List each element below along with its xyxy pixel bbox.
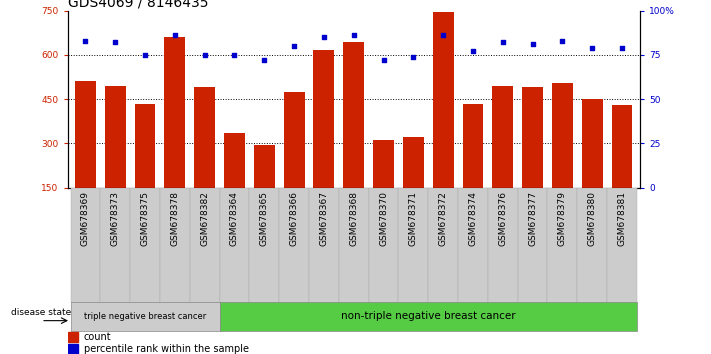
Text: GSM678380: GSM678380 <box>588 191 597 246</box>
Bar <box>220 302 637 331</box>
Bar <box>70 302 220 331</box>
Bar <box>368 188 398 303</box>
Bar <box>582 99 603 232</box>
Bar <box>403 137 424 232</box>
Text: GSM678374: GSM678374 <box>469 191 478 246</box>
Text: count: count <box>84 332 111 342</box>
Text: GSM678378: GSM678378 <box>171 191 179 246</box>
Point <box>407 54 419 59</box>
Text: non-triple negative breast cancer: non-triple negative breast cancer <box>341 311 515 321</box>
Text: GSM678368: GSM678368 <box>349 191 358 246</box>
Bar <box>254 145 274 232</box>
Bar <box>68 332 78 342</box>
Bar <box>611 105 633 232</box>
Text: GSM678372: GSM678372 <box>439 191 448 246</box>
Text: GSM678366: GSM678366 <box>289 191 299 246</box>
Point <box>80 38 91 44</box>
Bar <box>577 188 607 303</box>
Bar <box>552 83 573 232</box>
Bar <box>75 81 96 232</box>
Bar <box>68 344 78 354</box>
Point <box>199 52 210 58</box>
Text: GSM678376: GSM678376 <box>498 191 507 246</box>
Text: GDS4069 / 8146435: GDS4069 / 8146435 <box>68 0 208 10</box>
Bar <box>463 103 483 232</box>
Bar <box>284 92 304 232</box>
Bar <box>607 188 637 303</box>
Point <box>587 45 598 51</box>
Point <box>557 38 568 44</box>
Bar <box>224 133 245 232</box>
Text: triple negative breast cancer: triple negative breast cancer <box>84 312 206 321</box>
Bar <box>134 103 156 232</box>
Text: GSM678370: GSM678370 <box>379 191 388 246</box>
Bar <box>314 50 334 232</box>
Bar <box>194 87 215 232</box>
Bar <box>105 86 126 232</box>
Bar <box>518 188 547 303</box>
Point <box>378 57 389 63</box>
Point <box>169 33 181 38</box>
Bar <box>130 188 160 303</box>
Bar <box>220 188 250 303</box>
Bar <box>492 86 513 232</box>
Bar <box>160 188 190 303</box>
Point <box>319 34 330 40</box>
Bar <box>70 188 100 303</box>
Point <box>616 45 628 51</box>
Text: GSM678379: GSM678379 <box>558 191 567 246</box>
Bar <box>100 188 130 303</box>
Text: percentile rank within the sample: percentile rank within the sample <box>84 344 249 354</box>
Text: GSM678364: GSM678364 <box>230 191 239 246</box>
Text: GSM678371: GSM678371 <box>409 191 418 246</box>
Text: GSM678365: GSM678365 <box>260 191 269 246</box>
Point <box>229 52 240 58</box>
Point <box>259 57 270 63</box>
Text: GSM678369: GSM678369 <box>81 191 90 246</box>
Point <box>527 41 538 47</box>
Point <box>348 33 359 38</box>
Bar <box>339 188 368 303</box>
Text: GSM678382: GSM678382 <box>201 191 209 246</box>
Text: GSM678375: GSM678375 <box>141 191 149 246</box>
Point <box>437 33 449 38</box>
Bar <box>250 188 279 303</box>
Bar <box>279 188 309 303</box>
Text: disease state: disease state <box>11 308 71 316</box>
Bar <box>190 188 220 303</box>
Bar <box>343 41 364 232</box>
Text: GSM678373: GSM678373 <box>111 191 119 246</box>
Text: GSM678381: GSM678381 <box>618 191 626 246</box>
Bar <box>522 87 543 232</box>
Text: GSM678377: GSM678377 <box>528 191 537 246</box>
Point <box>467 48 479 54</box>
Point <box>109 40 121 45</box>
Point <box>497 40 508 45</box>
Bar <box>547 188 577 303</box>
Point <box>139 52 151 58</box>
Bar <box>309 188 339 303</box>
Text: GSM678367: GSM678367 <box>319 191 328 246</box>
Bar <box>458 188 488 303</box>
Bar <box>398 188 428 303</box>
Bar <box>164 37 186 232</box>
Point <box>289 43 300 49</box>
Bar <box>373 141 394 232</box>
Bar <box>433 12 454 232</box>
Bar <box>488 188 518 303</box>
Bar <box>428 188 458 303</box>
